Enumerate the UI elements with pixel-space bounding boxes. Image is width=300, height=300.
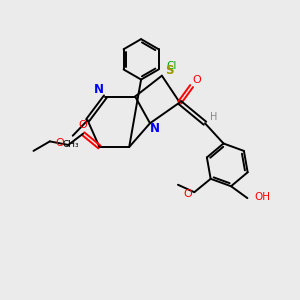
Text: O: O: [183, 189, 192, 199]
Text: N: N: [94, 83, 104, 97]
Text: O: O: [56, 139, 64, 148]
Text: Cl: Cl: [166, 61, 176, 71]
Text: S: S: [165, 64, 174, 77]
Text: O: O: [79, 120, 88, 130]
Text: O: O: [193, 75, 201, 85]
Text: CH₃: CH₃: [63, 140, 80, 148]
Text: N: N: [150, 122, 160, 135]
Text: H: H: [210, 112, 217, 122]
Text: OH: OH: [254, 192, 270, 202]
